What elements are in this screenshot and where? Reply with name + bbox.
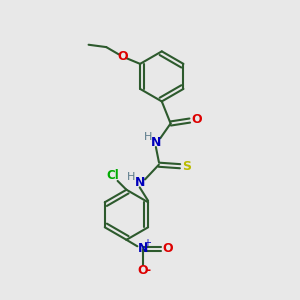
Text: N: N <box>137 242 148 255</box>
Text: -: - <box>146 264 151 277</box>
Text: H: H <box>143 132 152 142</box>
Text: Cl: Cl <box>107 169 120 182</box>
Text: H: H <box>127 172 135 182</box>
Text: N: N <box>134 176 145 190</box>
Text: O: O <box>117 50 128 63</box>
Text: +: + <box>143 238 151 248</box>
Text: O: O <box>191 113 202 127</box>
Text: O: O <box>137 264 148 277</box>
Text: N: N <box>151 136 161 149</box>
Text: O: O <box>162 242 173 255</box>
Text: S: S <box>182 160 191 173</box>
